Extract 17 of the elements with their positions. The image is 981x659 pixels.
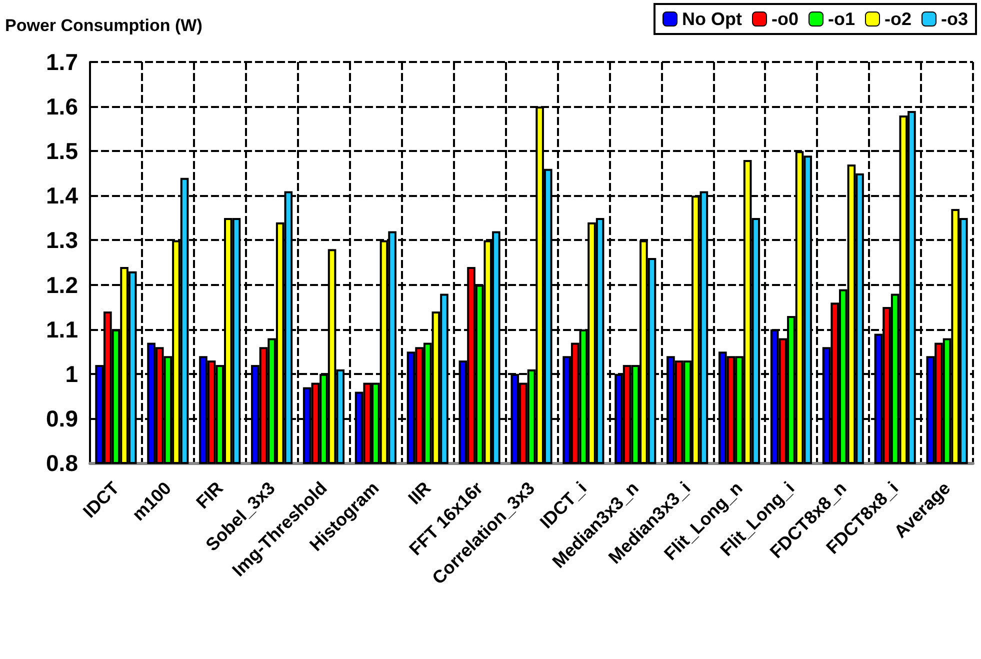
y-tick-label: 1.4 — [46, 182, 78, 209]
y-tick-label: 0.9 — [46, 405, 78, 432]
y-tick-label: 0.8 — [46, 450, 78, 476]
y-tick-label: 1.6 — [46, 94, 78, 120]
y-tick-label: 1.1 — [46, 316, 78, 342]
legend-label: -o0 — [772, 9, 798, 29]
y-tick-label: 1.3 — [46, 227, 78, 254]
legend-label: -o2 — [884, 9, 912, 29]
legend-label: No Opt — [682, 9, 742, 29]
y-tick-label: 1.7 — [46, 49, 78, 75]
y-tick-label: 1 — [65, 360, 78, 387]
legend-label: -o1 — [828, 9, 855, 29]
x-tick-label: IIR — [404, 478, 435, 508]
y-tick-label: 1.5 — [46, 138, 78, 164]
chart-title: Power Consumption (W) — [5, 16, 202, 35]
legend-label: -o3 — [941, 9, 968, 29]
y-tick-label: 1.2 — [46, 272, 78, 298]
